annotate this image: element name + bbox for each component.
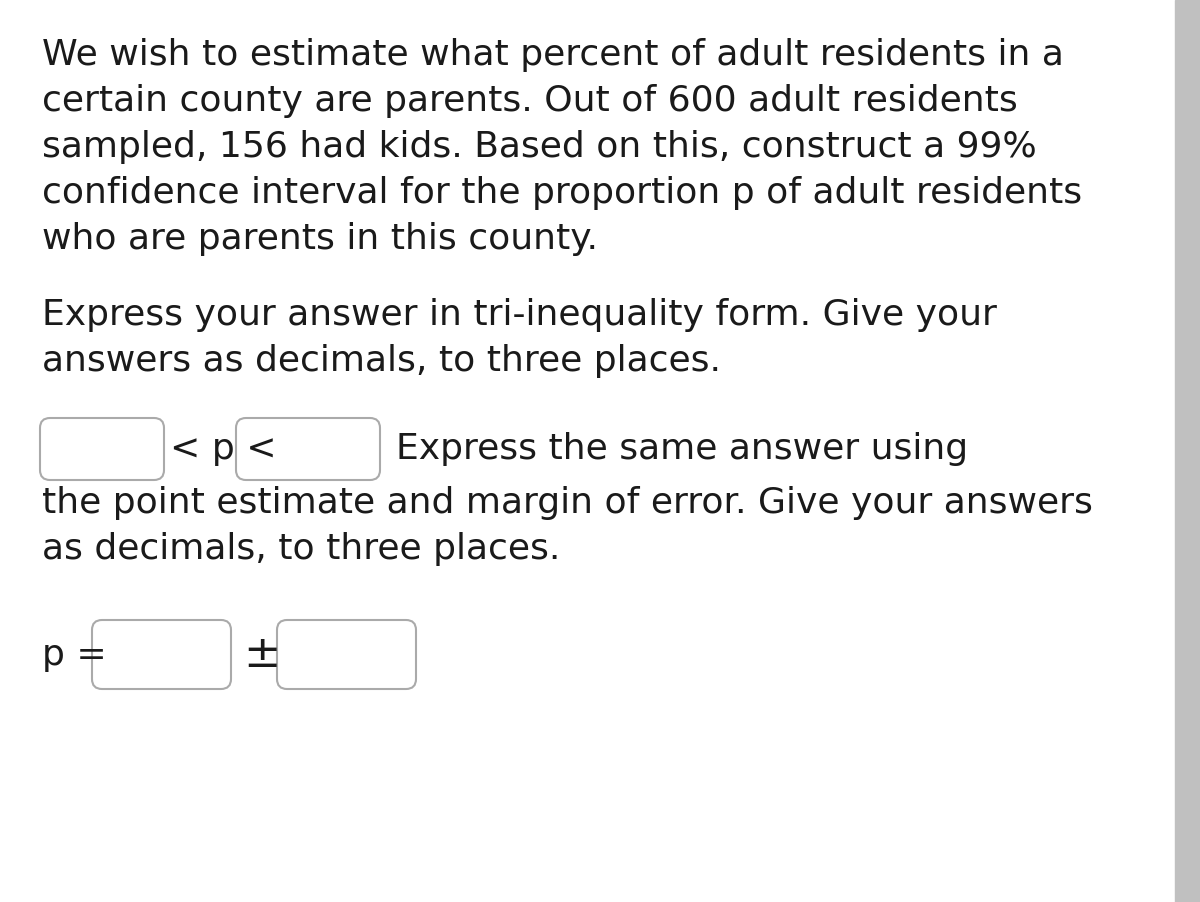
Text: < p <: < p < [170,432,277,466]
FancyBboxPatch shape [40,418,164,480]
Text: We wish to estimate what percent of adult residents in a: We wish to estimate what percent of adul… [42,38,1064,72]
Text: Express the same answer using: Express the same answer using [396,432,968,466]
FancyBboxPatch shape [236,418,380,480]
FancyBboxPatch shape [277,620,416,689]
Text: p =: p = [42,638,107,671]
Text: the point estimate and margin of error. Give your answers: the point estimate and margin of error. … [42,486,1093,520]
Text: who are parents in this county.: who are parents in this county. [42,222,598,256]
Text: ±: ± [242,633,281,676]
Bar [1175,0,1200,902]
Text: Express your answer in tri-inequality form. Give your: Express your answer in tri-inequality fo… [42,298,997,332]
FancyBboxPatch shape [92,620,230,689]
Text: answers as decimals, to three places.: answers as decimals, to three places. [42,344,721,378]
Text: sampled, 156 had kids. Based on this, construct a 99%: sampled, 156 had kids. Based on this, co… [42,130,1037,164]
Text: as decimals, to three places.: as decimals, to three places. [42,532,560,566]
Text: certain county are parents. Out of 600 adult residents: certain county are parents. Out of 600 a… [42,84,1018,118]
Text: confidence interval for the proportion p of adult residents: confidence interval for the proportion p… [42,176,1082,210]
